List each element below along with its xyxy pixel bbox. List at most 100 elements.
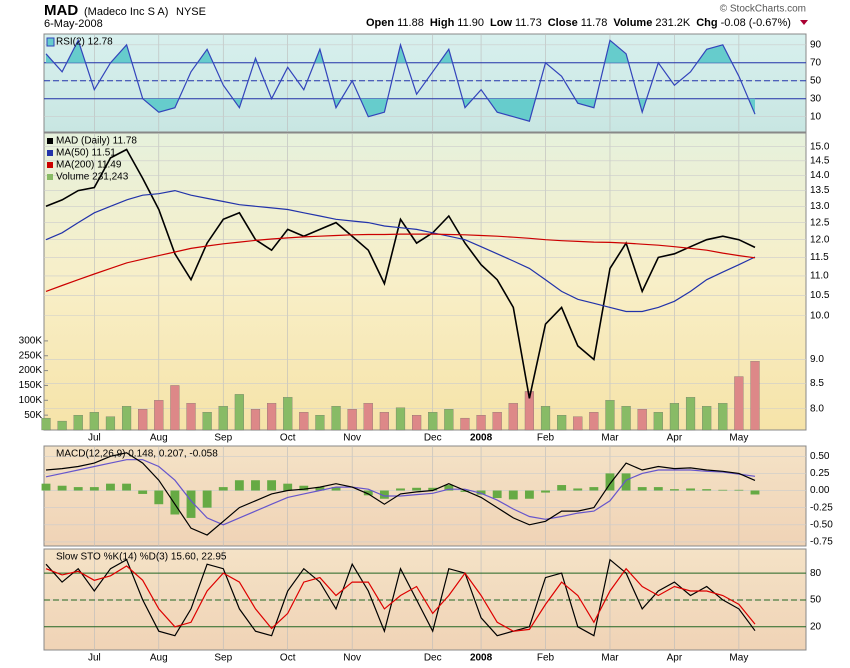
x-tick-label: Sep [214,433,232,444]
y-tick-label: -0.25 [810,502,833,513]
histogram-bar [750,490,760,495]
x-tick-label: May [729,653,748,664]
x-tick-label: 2008 [470,653,493,664]
histogram-bar [396,488,405,491]
y-tick-label: 30 [810,93,822,104]
y-tick-label: 0.50 [810,451,830,462]
histogram-bar [428,487,438,491]
x-tick-label: Apr [667,433,683,444]
x-tick-label: Oct [280,433,296,444]
histogram-bar [508,490,518,500]
legend-swatch [47,174,53,180]
volume-bar [299,412,309,431]
volume-bar [460,417,470,431]
quote-label: Open [366,17,394,29]
y-tick-label: 14.5 [810,155,830,166]
x-tick-label: Dec [424,433,442,444]
histogram-bar [218,487,228,491]
panel-title: RSI(2) 12.78 [56,37,113,48]
volume-bar [637,409,647,431]
histogram-bar [557,485,567,491]
y-tick-label: 20 [810,621,822,632]
histogram-bar [460,490,470,492]
y-tick-label: 10.5 [810,290,830,301]
volume-bar [234,394,244,431]
quote-value: 231.2K [655,17,691,29]
y-tick-label: 80 [810,568,822,579]
y2-tick-label: 50K [24,410,42,421]
x-tick-label: Aug [150,433,168,444]
x-tick-label: Nov [343,433,361,444]
volume-bar [621,406,631,431]
volume-bar [41,417,51,431]
y-tick-label: 8.0 [810,403,824,414]
series-line [45,558,756,637]
histogram-bar [653,487,663,491]
volume-bar [154,400,164,431]
volume-bar [669,403,680,431]
x-tick-label: Aug [150,653,168,664]
series-line [45,38,756,122]
histogram-bar [363,490,373,496]
y-tick-label: 11.0 [810,271,829,282]
volume-bar [750,361,760,431]
y2-tick-label: 100K [19,395,43,406]
quote-label: Chg [696,17,717,29]
x-tick-label: Apr [667,653,683,664]
histogram-bar [589,487,599,491]
x-tick-label: Jul [88,433,101,444]
histogram-bar [541,490,550,493]
legend-label: MAD (Daily) 11.78 [56,136,137,147]
x-tick-label: Sep [214,653,232,664]
histogram-bar [331,487,341,491]
histogram-bar [412,487,422,491]
legend-label: MA(50) 11.51 [56,148,116,159]
y-tick-label: -0.50 [810,519,833,530]
histogram-bar [186,490,196,518]
y2-tick-label: 200K [19,365,43,376]
histogram-bar [41,483,51,491]
histogram-bar [138,490,148,494]
histogram-bar [718,489,728,491]
histogram-bar [122,483,131,491]
quote-label: Close [548,17,578,29]
quote-value: 11.90 [457,17,484,29]
quote-value: 11.73 [515,17,542,29]
histogram-bar [267,480,277,491]
histogram-bar [444,485,454,491]
volume-bar [105,416,116,431]
x-tick-label: Mar [601,433,619,444]
volume-bar [186,403,196,431]
volume-bar [702,406,712,431]
quote-value: 11.88 [397,17,424,29]
volume-bar [540,406,551,431]
histogram-bar [57,485,67,491]
volume-bar [573,416,583,431]
volume-bar [476,414,486,431]
histogram-bar [170,490,180,515]
volume-bar [202,412,212,431]
x-tick-label: Mar [601,653,619,664]
histogram-bar [670,489,679,491]
histogram-bar [605,473,615,491]
x-tick-label: Nov [343,653,361,664]
x-tick-label: Dec [424,653,442,664]
y-tick-label: 70 [810,57,822,68]
y-tick-label: 10.0 [810,310,830,321]
volume-bar [412,414,422,431]
panel-title: MACD(12,26,9) 0.148, 0.207, -0.058 [56,449,218,460]
volume-bar [347,409,357,431]
y-tick-label: 90 [810,39,822,50]
legend-label: MA(200) 11.49 [56,160,122,171]
volume-bar [685,397,696,431]
y-tick-label: 12.0 [810,234,830,245]
quote: Open 11.88 High 11.90 Low 11.73 Close 11.78 Volu… [366,17,791,29]
volume-bar [395,407,406,431]
histogram-bar [234,480,244,491]
histogram-bar [492,490,502,499]
volume-bar [605,400,615,431]
histogram-bar [524,490,534,499]
series-line [45,189,756,313]
volume-bar [379,412,389,431]
